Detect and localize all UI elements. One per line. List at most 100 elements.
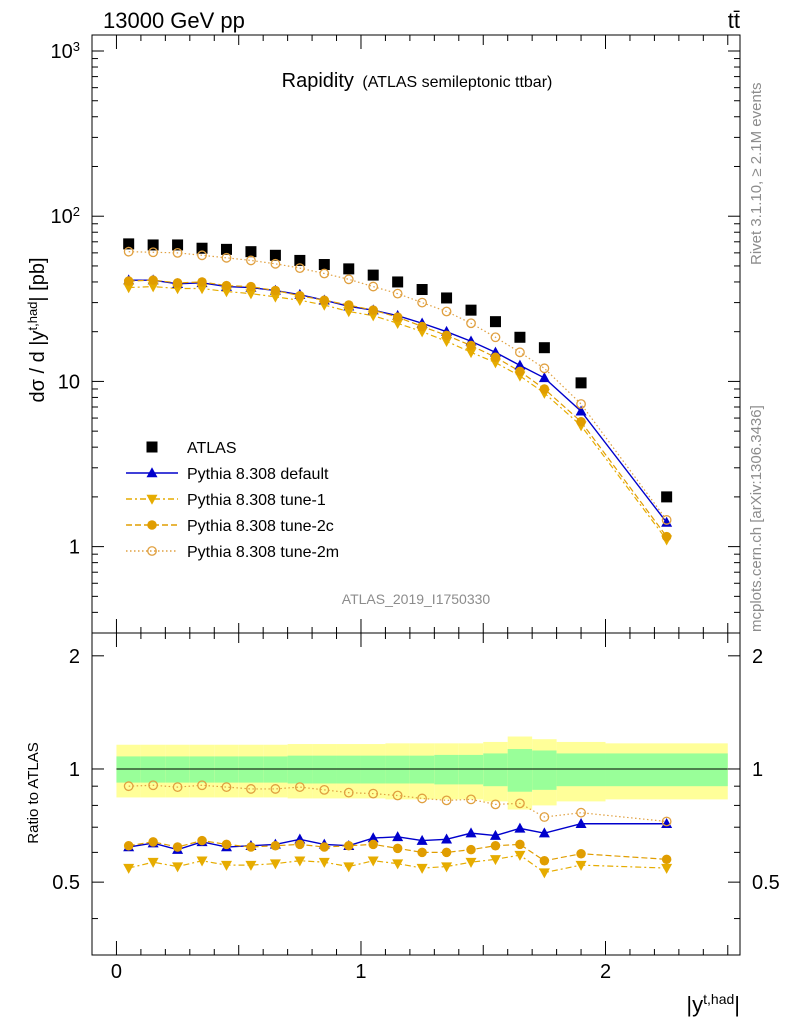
series-4-point [123,246,134,257]
series-2-point [392,318,404,329]
series-0-point [465,304,477,316]
series-2-ratio-point [196,856,208,867]
series-3-point [148,275,158,285]
series-4-point [490,332,501,343]
series-4-ratio-point [490,799,501,810]
series-3-ratio-point [441,847,452,858]
series-2-point [465,348,477,359]
xtick-label: 2 [600,961,611,983]
analysis-id: ATLAS_2019_I1750330 [342,591,491,607]
series-2-ratio-point [269,859,281,870]
series-2-point [441,337,453,348]
series-4-point [270,258,281,269]
series-2-ratio-point [294,856,306,867]
xtick-label: 1 [355,961,366,983]
series-2-ratio-point [123,863,135,874]
ratio-band-inner [116,756,141,783]
ratio-ytick-label-right: 0.5 [752,872,780,894]
series-0-point [661,491,673,503]
legend-label: Pythia 8.308 default [187,466,329,483]
series-3-ratio-point [221,839,232,850]
legend-marker [146,494,158,505]
main-ylabel: dσ / d |yt,had| [pb] [25,257,50,402]
series-4-ratio-point [221,782,232,792]
series-4-ratio-point [123,781,134,792]
series-2-ratio-point [489,855,501,866]
series-3-point [270,285,281,296]
ratio-band-inner [165,756,190,783]
series-3-ratio-point [368,839,378,850]
series-2-ratio-point [367,856,379,867]
series-1-ratio-point [392,831,404,842]
ratio-band-inner [263,756,288,783]
series-0-point [343,263,355,275]
rivet-label: Rivet 3.1.10, ≥ 2.1M events [748,83,765,266]
series-4-point [246,255,256,266]
ratio-band-inner [189,756,215,783]
ratio-band-inner [458,754,484,785]
series-3-point [576,416,586,427]
series-3-point [221,280,232,291]
series-3-ratio-point [466,844,476,855]
series-3-point [123,276,134,286]
series-3-point [197,277,207,287]
series-4-point [576,399,586,409]
series-2-point [196,284,208,295]
series-0-point [538,342,550,354]
legend-marker [146,441,158,453]
series-4-point [368,281,379,292]
ratio-frame [91,632,741,956]
series-3-ratio-point [661,854,672,865]
series-2-ratio-point [538,868,550,879]
series-4-ratio-point [417,793,428,804]
beam-label: 13000 GeV pp [103,8,245,33]
series-2-ratio-point [392,859,404,870]
series-0-point [147,239,159,251]
series-2-point [147,282,159,293]
series-2-ratio-point [220,860,232,871]
ratio-band-inner [507,749,533,792]
series-0-point [318,259,330,271]
series-0-point [575,377,587,389]
series-4-ratio-point [466,794,476,805]
ratio-band-inner [214,756,239,783]
ratio-band-inner [556,753,606,787]
legend: ATLAS Pythia 8.308 default Pythia 8.308 tu… [126,440,339,561]
main-ytick-label: 1 [69,537,80,559]
series-4-ratio-point [172,782,183,792]
series-4-point [539,363,550,374]
series-3-ratio-point [123,840,134,851]
series-3-ratio-point [172,842,183,852]
series-3-ratio-point [246,842,256,852]
series-4-point [417,297,428,308]
ratio-ytick-label-right: 2 [752,646,763,668]
ratio-band-inner [238,756,264,783]
series-0-point [294,254,306,266]
xtick-label: 0 [111,961,122,983]
series-2-point [123,283,135,294]
series-4-point [319,268,330,279]
series-2-ratio-point [514,850,526,861]
legend-label: Pythia 8.308 tune-2c [187,518,334,535]
series-4-ratio-point [661,816,672,827]
main-ytick-label: 10 [58,371,80,393]
series-3-ratio-point [319,842,330,852]
series-3-point [319,295,330,305]
series-2-ratio-point [318,857,330,868]
series-2-ratio-line [128,854,667,874]
series-4-ratio-point [197,780,207,791]
series-3-ratio-point [576,848,586,859]
series-2-point [343,307,355,318]
series-1-point [661,516,673,527]
series-1-point [575,405,587,416]
series-3-ratio-point [270,840,281,851]
ratio-band-inner [434,754,459,785]
mcplots-label: mcplots.cern.ch [arXiv:1306.3436] [748,405,765,632]
ratio-band-inner [140,756,166,783]
ratio-ytick-label-right: 1 [752,759,763,781]
series-4-ratio-point [270,784,281,794]
series-0-point [123,238,135,250]
series-0-point [367,269,379,281]
series-3-ratio-point [490,840,501,851]
series-4-point [515,347,525,358]
